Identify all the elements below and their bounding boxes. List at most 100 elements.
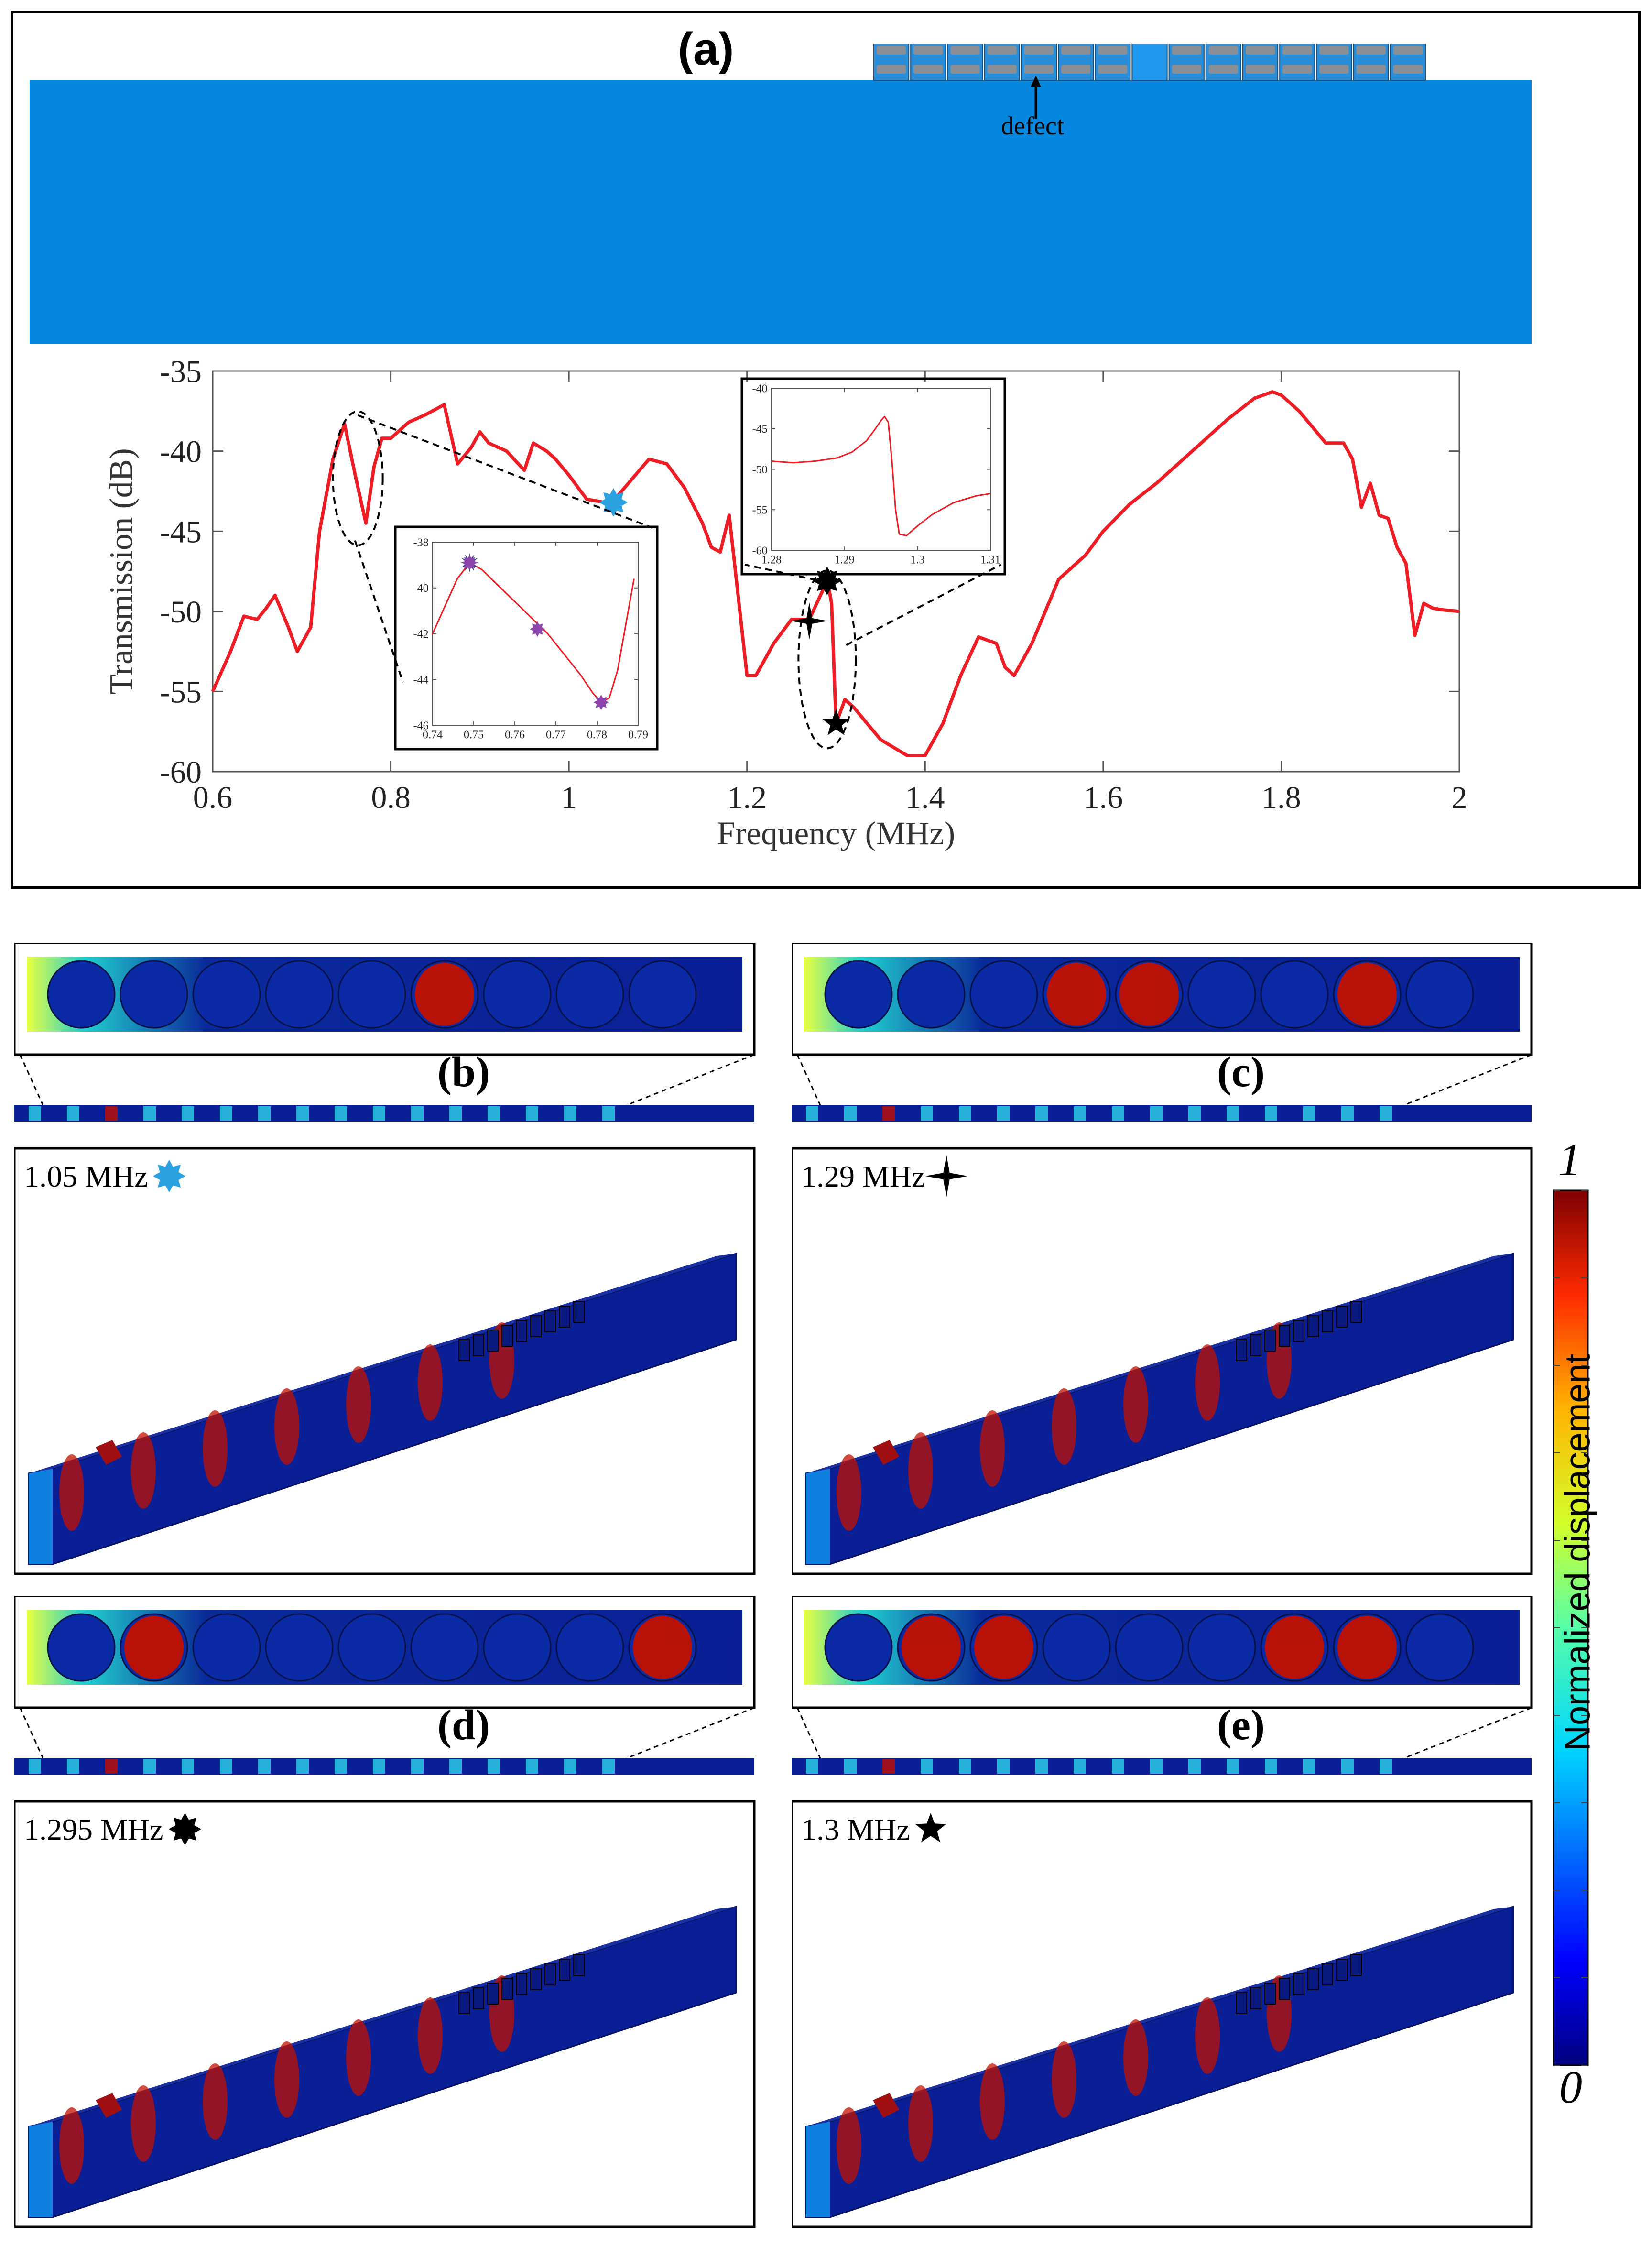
strip-hotspot — [921, 1759, 933, 1774]
pillar-3d — [559, 1306, 570, 1328]
frequency-label: 1.05 MHz — [24, 1159, 148, 1193]
plate-3d-end — [29, 1469, 53, 1564]
field-lobe — [346, 1366, 371, 1443]
field-lobe — [274, 1388, 299, 1465]
strip-hotspot — [1341, 1106, 1354, 1121]
leader-line — [1403, 1054, 1532, 1106]
field-lobe — [980, 2063, 1005, 2140]
pillar-3d — [516, 1973, 527, 1995]
strip-hotspot — [1227, 1106, 1239, 1121]
resonator-cell — [1405, 960, 1474, 1029]
field-lobe — [274, 2041, 299, 2118]
field-lobe — [1052, 2041, 1076, 2118]
pillar-3d — [487, 1983, 499, 2005]
strip-hotspot — [1035, 1106, 1048, 1121]
x-tick-label: 1 — [561, 780, 577, 815]
strip-hotspot — [806, 1106, 818, 1121]
strip-hotspot — [296, 1106, 309, 1121]
pillar-3d — [530, 1968, 542, 1990]
panel-label: (e) — [1217, 1701, 1265, 1749]
pillar-3d — [473, 1334, 484, 1356]
strip-hotspot — [488, 1759, 500, 1774]
pillar-3d — [487, 1330, 499, 1352]
source-transducer — [96, 1440, 122, 1465]
field-lobe — [980, 1410, 1005, 1487]
field-lobe — [1123, 1366, 1148, 1443]
strip-hotspot — [1188, 1759, 1201, 1774]
inset-frame — [433, 542, 638, 725]
resonator-hotspot — [1337, 963, 1397, 1026]
panel-e: (e) 1.3 MHz — [792, 1596, 1533, 2228]
pillar-3d — [1322, 1963, 1333, 1985]
inset-frame — [772, 388, 990, 550]
inset-right-chart: 1.28 1.29 1.3 1.31 -40 -45 -50 -55 -60 — [740, 377, 1006, 646]
resonator-cell — [337, 960, 406, 1029]
pillar-cap-bottom — [1246, 65, 1275, 74]
strip-hotspot — [1112, 1106, 1124, 1121]
panel-label: (b) — [437, 1048, 490, 1096]
resonator-cell — [265, 960, 334, 1029]
strip-hotspot — [373, 1106, 385, 1121]
plate-3d-end — [29, 2122, 53, 2217]
pillar-3d — [1336, 1959, 1348, 1981]
pillar-cap-bottom — [987, 65, 1017, 74]
x-tick-label: 1.3 — [910, 554, 924, 567]
resonator-cell — [47, 960, 116, 1029]
strip-hotspot — [143, 1106, 156, 1121]
x-tick-label: 0.8 — [371, 780, 411, 815]
pillar-3d — [544, 1310, 556, 1332]
inset-border — [394, 525, 659, 751]
strip-hotspot — [1303, 1106, 1315, 1121]
resonator-cell — [824, 960, 893, 1029]
pillar-3d — [573, 1954, 585, 1976]
source-transducer — [873, 2093, 899, 2118]
resonator-hotspot — [124, 1616, 184, 1679]
strip-hotspot — [1265, 1759, 1277, 1774]
field-lobe — [908, 2085, 933, 2162]
leader-line — [846, 564, 1001, 646]
pillar-cap-top — [1319, 46, 1349, 55]
pillar-cap-top — [877, 46, 906, 55]
leader-line — [19, 1054, 44, 1106]
resonator-hotspot — [974, 1616, 1033, 1679]
resonator-cell — [1187, 1613, 1256, 1682]
pillar-cap-bottom — [1098, 65, 1128, 74]
strip-hotspot — [105, 1759, 118, 1774]
strip-hotspot — [844, 1106, 857, 1121]
strip-hotspot — [335, 1759, 347, 1774]
x-tick-label: 0.74 — [423, 729, 443, 741]
resonator-cell — [265, 1613, 334, 1682]
y-tick-label: -50 — [752, 464, 768, 476]
colorbar — [1553, 1189, 1589, 2066]
colorbar-title: Normalized displacement — [1557, 1353, 1598, 1751]
strip-hotspot — [1150, 1106, 1163, 1121]
marker-point — [169, 1813, 201, 1845]
strip-hotspot — [258, 1759, 271, 1774]
pillar-3d — [516, 1320, 527, 1342]
pillar-3d — [530, 1315, 542, 1337]
strip-hotspot — [29, 1106, 41, 1121]
field-lobe — [1195, 1344, 1220, 1421]
y-tick-label: -46 — [413, 720, 429, 732]
strip-hotspot — [258, 1106, 271, 1121]
pillar-3d — [544, 1963, 556, 1985]
pillar-cap-top — [1282, 46, 1312, 55]
leader-line — [19, 1707, 44, 1759]
field-lobe — [1052, 1388, 1076, 1465]
pillar-cap-top — [987, 46, 1017, 55]
panel-label: (d) — [437, 1701, 490, 1749]
pillar-3d — [1350, 1301, 1362, 1323]
strip-hotspot — [411, 1759, 424, 1774]
resonator-cell — [1115, 1613, 1184, 1682]
resonator-hotspot — [1265, 1616, 1324, 1679]
resonator-cell — [483, 960, 552, 1029]
source-transducer — [873, 1440, 899, 1465]
plate-3d-end — [806, 2122, 830, 2217]
field-lobe — [418, 1997, 443, 2074]
field-lobe — [1195, 1997, 1220, 2074]
strip-hotspot — [411, 1106, 424, 1121]
leader-line — [1403, 1707, 1532, 1759]
strip-hotspot — [67, 1106, 79, 1121]
pillar-array — [873, 44, 1426, 81]
pillar-cap-bottom — [1024, 65, 1054, 74]
